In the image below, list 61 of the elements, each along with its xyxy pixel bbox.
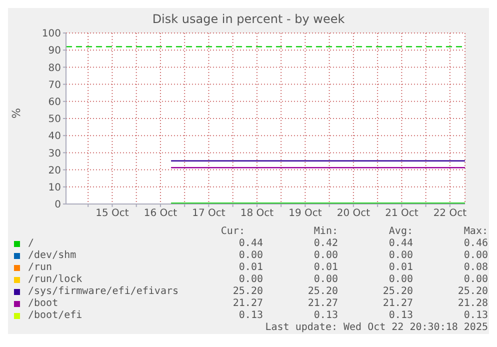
y-tick-label: 10 xyxy=(48,182,61,194)
y-tick-label: 40 xyxy=(48,131,61,142)
text: Min: xyxy=(312,226,338,238)
text: Max: xyxy=(462,226,488,238)
legend-label: /dev/shm xyxy=(28,250,76,262)
legend-label: /run/lock xyxy=(28,274,82,286)
text: 0.01 xyxy=(238,262,263,274)
text: 0.00 xyxy=(462,274,488,286)
text: Cur: xyxy=(220,226,246,238)
text: 0.00 xyxy=(388,250,413,262)
text: 0.01 xyxy=(388,262,413,274)
text: 25.20 xyxy=(306,286,338,298)
x-tick-label: 17 Oct xyxy=(192,208,226,220)
text: Avg: xyxy=(388,226,413,238)
text: 25.20 xyxy=(456,286,488,298)
text: 0.44 xyxy=(388,238,413,250)
text: 0.13 xyxy=(312,310,338,322)
x-tick-label: 19 Oct xyxy=(288,208,322,220)
text: 21.28 xyxy=(456,298,488,310)
text: 0.13 xyxy=(388,310,413,322)
y-tick-label: 80 xyxy=(48,62,61,74)
text: 0.13 xyxy=(238,310,263,322)
x-tick-label: 16 Oct xyxy=(144,208,178,220)
y-tick-label: 20 xyxy=(48,165,61,176)
y-tick-label: 30 xyxy=(48,148,61,160)
text: 0.00 xyxy=(312,274,338,286)
text: 0.44 xyxy=(238,238,263,250)
text: 0.00 xyxy=(312,250,338,262)
text: 25.20 xyxy=(232,286,263,298)
text: 0.00 xyxy=(238,274,263,286)
y-tick-label: 100 xyxy=(42,28,61,40)
y-tick-label: 60 xyxy=(48,96,61,108)
y-tick-label: 50 xyxy=(48,114,61,126)
legend-label: /boot/efi xyxy=(28,310,82,322)
y-tick-label: 90 xyxy=(48,46,61,57)
text: 21.27 xyxy=(306,298,338,310)
text: 0.08 xyxy=(462,262,488,274)
y-tick-label: 70 xyxy=(48,80,61,91)
text: 0.42 xyxy=(312,238,338,250)
x-tick-label: 15 Oct xyxy=(96,208,129,220)
text: 0.01 xyxy=(312,262,338,274)
y-axis-title: % xyxy=(10,108,23,118)
x-tick-label: 21 Oct xyxy=(385,208,418,220)
x-tick-label: 20 Oct xyxy=(336,208,370,220)
legend-label: /run xyxy=(28,262,52,274)
text: 0.00 xyxy=(388,274,413,286)
text: Last update: Wed Oct 22 20:30:18 2025 xyxy=(264,322,488,334)
text: 21.27 xyxy=(232,298,263,310)
x-tick-label: 22 Oct xyxy=(433,208,467,220)
x-tick-label: 18 Oct xyxy=(240,208,274,220)
text: 0.00 xyxy=(462,250,488,262)
text: 0.46 xyxy=(462,238,488,250)
chart-title: Disk usage in percent - by week xyxy=(151,11,346,28)
legend-label: / xyxy=(28,238,34,250)
text: 0.13 xyxy=(462,310,488,322)
legend-label: /sys/firmware/efi/efivars xyxy=(28,286,179,298)
y-tick-label: 0 xyxy=(54,200,61,211)
text: 21.27 xyxy=(382,298,413,310)
text: 0.00 xyxy=(238,250,263,262)
legend-label: /boot xyxy=(28,298,58,310)
text: 25.20 xyxy=(382,286,413,298)
